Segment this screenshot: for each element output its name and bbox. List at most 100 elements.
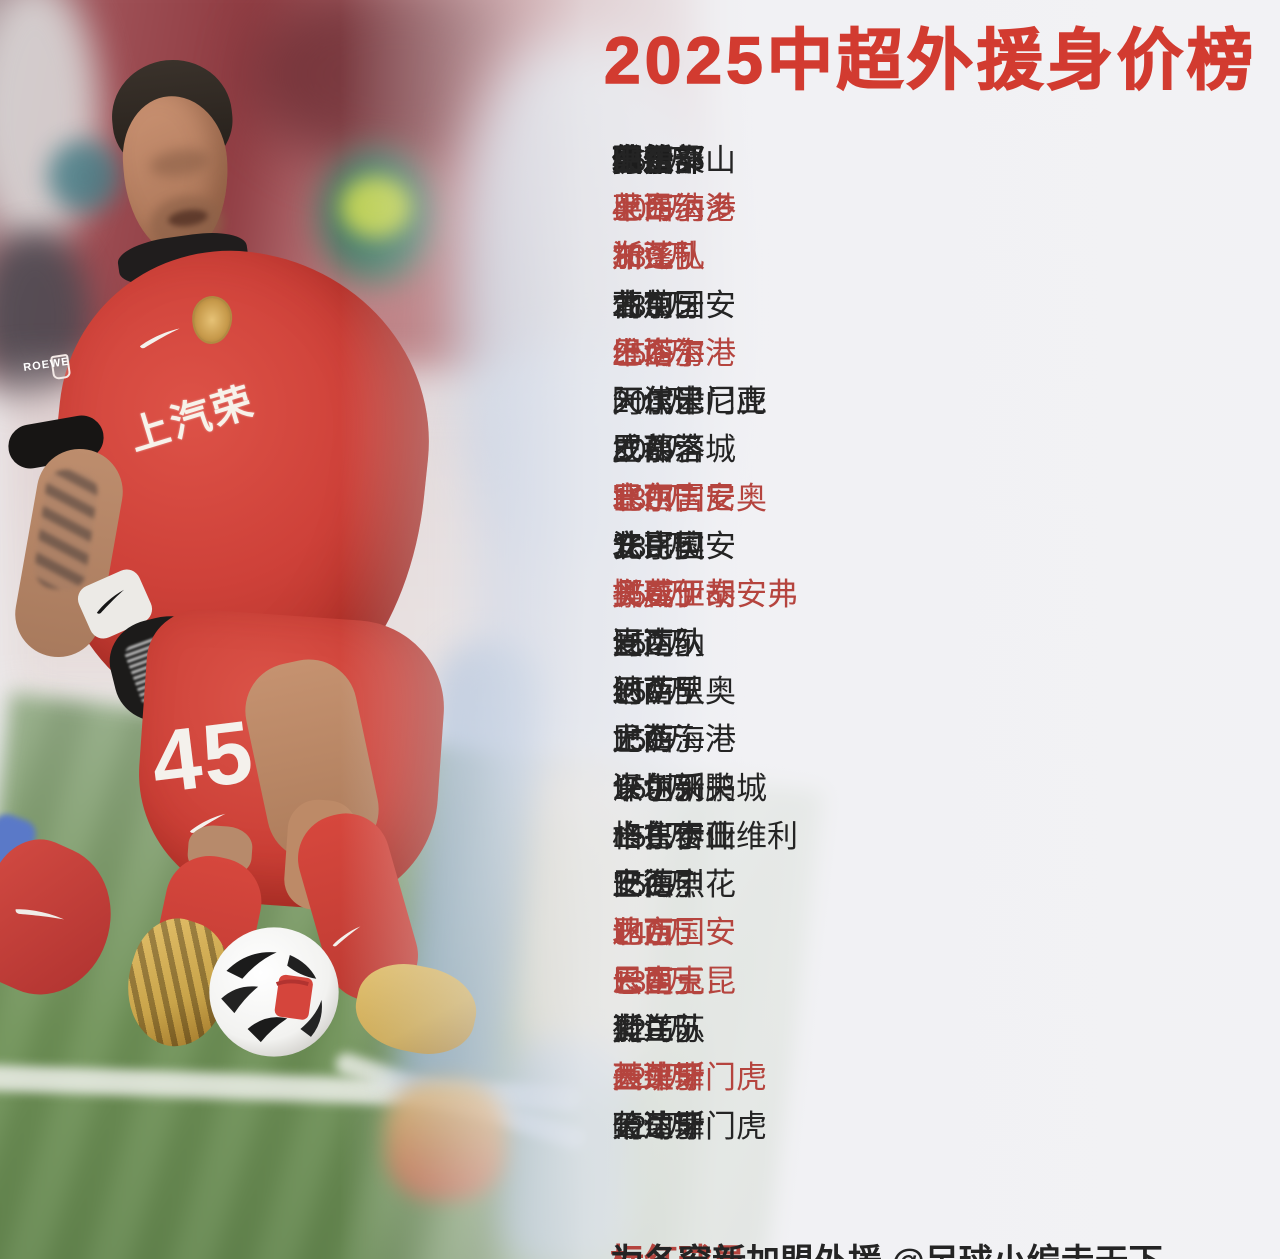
value-cell: 150万 bbox=[612, 625, 695, 661]
page-title: 2025中超外援身价榜 bbox=[603, 23, 1257, 97]
table-row: 麦达纳 巴西 河南队 150万 bbox=[612, 616, 1212, 664]
nationality-cell: 巴西 bbox=[612, 867, 674, 903]
club-cell: 上海海港 bbox=[612, 722, 736, 758]
club-cell: 深圳新鹏城 bbox=[612, 770, 767, 806]
nationality-cell: 巴西 bbox=[612, 963, 674, 999]
table-row: 莱昂纳多 巴西 上海海港 400万 bbox=[612, 181, 1212, 229]
value-cell: 150万 bbox=[612, 577, 695, 613]
table-row: 克雷桑 巴西 山东泰山 450万 bbox=[612, 133, 1212, 181]
club-cell: 河南队 bbox=[612, 625, 705, 661]
club-cell: 天津津门虎 bbox=[612, 384, 767, 420]
table-row: 达万 巴西 北京国安 140万 bbox=[612, 906, 1212, 954]
value-cell: 140万 bbox=[612, 915, 695, 951]
table-row: 基莱斯 西班牙 天津津门虎 120万 bbox=[612, 1051, 1212, 1099]
value-cell: 120万 bbox=[612, 1011, 695, 1047]
player-name-cell: 卡扎伊什维利 bbox=[612, 818, 798, 854]
player-name-cell: 维塔尔 bbox=[612, 335, 705, 371]
table-row: 塞尔吉尼奥 巴西 北京国安 180万 bbox=[612, 471, 1212, 519]
player-name-cell: 古加 bbox=[612, 287, 674, 323]
table-row: 维塔尔 巴西 上海海港 250万 bbox=[612, 326, 1212, 374]
nike-swoosh-icon bbox=[92, 589, 131, 616]
header-value: 身价 bbox=[612, 142, 674, 178]
nationality-cell: 巴西 bbox=[612, 722, 674, 758]
table-row: 古加 葡萄牙 北京国安 280万 bbox=[612, 278, 1212, 326]
table-row: 法比奥 安哥拉 北京国安 180万 bbox=[612, 519, 1212, 567]
table-header-row: 球员 国籍 俱乐部 身价 bbox=[612, 133, 1212, 181]
header-player: 球员 bbox=[612, 142, 674, 178]
value-cell: 180万 bbox=[612, 529, 695, 565]
nationality-cell: 葡萄牙 bbox=[612, 287, 705, 323]
footer-note-highlight: 标红球员 bbox=[610, 1234, 746, 1259]
table-row: 阿代米 阿尔巴尼亚 天津津门虎 200万 bbox=[612, 374, 1212, 422]
value-cell: 150万 bbox=[612, 722, 695, 758]
value-cell: 130万 bbox=[612, 963, 695, 999]
nationality-cell: 巴西 bbox=[612, 625, 674, 661]
club-cell: 成都蓉城 bbox=[612, 432, 736, 468]
table-row: 卡尔采夫 以色列 深圳新鹏城 150万 bbox=[612, 761, 1212, 809]
nationality-cell: 阿尔巴尼亚 bbox=[612, 384, 767, 420]
nationality-cell: 巴西 bbox=[612, 432, 674, 468]
club-cell: 北京国安 bbox=[612, 287, 736, 323]
player-name-cell: 罗慕洛 bbox=[612, 432, 705, 468]
club-cell: 长春亚泰 bbox=[612, 577, 736, 613]
player-name-cell: 卡尔采夫 bbox=[612, 770, 736, 806]
value-cell: 330万 bbox=[612, 239, 695, 275]
player-name-cell: 克雷桑 bbox=[612, 142, 705, 178]
player-name-cell: 达万 bbox=[612, 915, 674, 951]
nationality-cell: 巴西 bbox=[612, 480, 674, 516]
nike-swoosh-icon bbox=[137, 327, 183, 351]
table-row: 卡扎伊什维利 格鲁吉亚 山东泰山 150万 bbox=[612, 809, 1212, 857]
player-name-cell: 恩里克 bbox=[612, 963, 705, 999]
value-cell: 450万 bbox=[612, 142, 695, 178]
value-table: 球员 国籍 俱乐部 身价 克雷桑 巴西 山东泰山 450万 莱昂纳多 巴西 上海… bbox=[612, 133, 1212, 1147]
club-cell: 云南玉昆 bbox=[612, 963, 736, 999]
nationality-cell: 巴西 bbox=[612, 142, 674, 178]
nationality-cell: 加蓬 bbox=[612, 239, 674, 275]
club-cell: 上海海港 bbox=[612, 190, 736, 226]
club-cell: 北京国安 bbox=[612, 529, 736, 565]
header-club: 俱乐部 bbox=[612, 142, 705, 178]
player-name-cell: 麦达纳 bbox=[612, 625, 705, 661]
nationality-cell: 荷兰 bbox=[612, 1011, 674, 1047]
value-cell: 120万 bbox=[612, 1060, 695, 1096]
nationality-cell: 巴西 bbox=[612, 190, 674, 226]
nike-swoosh-icon bbox=[12, 895, 66, 936]
table-row: 纳萨里奥 巴西 河南队 150万 bbox=[612, 664, 1212, 712]
table-row: 恩里克 巴西 云南玉昆 130万 bbox=[612, 954, 1212, 1002]
table-rows: 克雷桑 巴西 山东泰山 450万 莱昂纳多 巴西 上海海港 400万 布彭扎 加… bbox=[612, 133, 1212, 1147]
value-cell: 150万 bbox=[612, 770, 695, 806]
footer-note-text: 为冬窗新加盟外援 @足球小编走天下 bbox=[610, 1234, 1163, 1259]
table-row: 奥莫伊胡安弗 挪威 长春亚泰 150万 bbox=[612, 568, 1212, 616]
player-name-cell: 尤萨 bbox=[612, 722, 674, 758]
player-name-cell: 奥莫伊胡安弗 bbox=[612, 577, 798, 613]
player-name-cell: 安德烈 bbox=[612, 867, 705, 903]
header-nationality: 国籍 bbox=[612, 142, 674, 178]
club-cell: 河南队 bbox=[612, 673, 705, 709]
nationality-cell: 以色列 bbox=[612, 770, 705, 806]
player-name-cell: 莱昂纳多 bbox=[612, 190, 736, 226]
value-cell: 200万 bbox=[612, 432, 695, 468]
value-cell: 150万 bbox=[612, 818, 695, 854]
value-cell: 280万 bbox=[612, 287, 695, 323]
club-cell: 浙江队 bbox=[612, 1011, 705, 1047]
value-cell: 150万 bbox=[612, 673, 695, 709]
player-name-cell: 阿代米 bbox=[612, 384, 705, 420]
football-icon bbox=[208, 926, 340, 1058]
table-row: 哈达斯 葡萄牙 天津津门虎 120万 bbox=[612, 1099, 1212, 1147]
nationality-cell: 挪威 bbox=[612, 577, 674, 613]
table-row: 奥乌苏 荷兰 浙江队 120万 bbox=[612, 1002, 1212, 1050]
nationality-cell: 巴西 bbox=[612, 335, 674, 371]
value-cell: 180万 bbox=[612, 480, 695, 516]
club-cell: 浙江队 bbox=[612, 239, 705, 275]
value-cell: 250万 bbox=[612, 335, 695, 371]
player-name-cell: 纳萨里奥 bbox=[612, 673, 736, 709]
nationality-cell: 格鲁吉亚 bbox=[612, 818, 736, 854]
player-name-cell: 塞尔吉尼奥 bbox=[612, 480, 767, 516]
table-row: 尤萨 巴西 上海海港 150万 bbox=[612, 713, 1212, 761]
roewe-sleeve-patch: ROEWE bbox=[22, 352, 85, 415]
player-name-cell: 布彭扎 bbox=[612, 239, 705, 275]
nationality-cell: 安哥拉 bbox=[612, 529, 705, 565]
nationality-cell: 西班牙 bbox=[612, 1060, 705, 1096]
club-cell: 北京国安 bbox=[612, 480, 736, 516]
